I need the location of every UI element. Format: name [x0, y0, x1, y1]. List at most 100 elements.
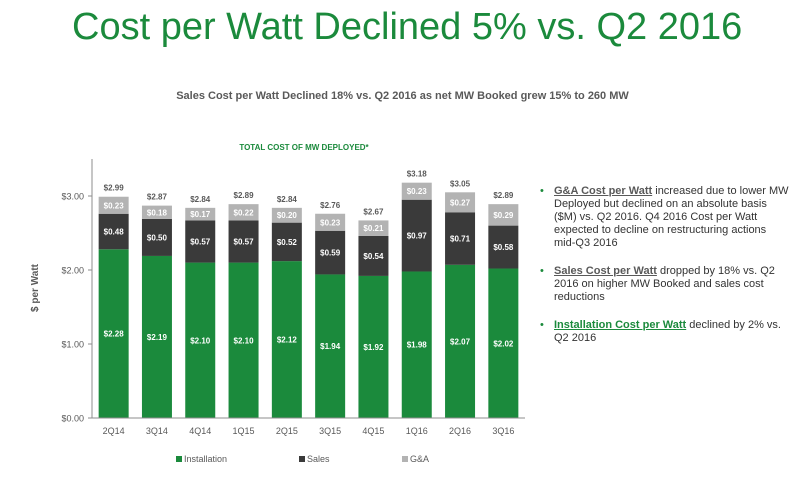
x-tick-label: 3Q14	[146, 426, 168, 436]
bar-segment-installation	[445, 264, 476, 418]
data-label: $0.18	[147, 208, 168, 217]
data-label: $0.97	[407, 232, 428, 241]
x-tick-label: 2Q14	[103, 426, 125, 436]
bar-segment-sales	[228, 220, 259, 263]
bar-segment-ga	[228, 204, 259, 221]
data-label: $0.27	[450, 198, 471, 207]
x-tick-label: 2Q16	[449, 426, 471, 436]
bullet-item: • G&A Cost per Watt increased due to lowe…	[540, 185, 790, 250]
data-label: $0.23	[104, 201, 125, 210]
data-label: $2.28	[104, 330, 125, 339]
y-tick-label: $2.00	[61, 266, 84, 276]
bullet-item: • Installation Cost per Watt declined by …	[540, 319, 790, 345]
x-tick-label: 3Q15	[319, 426, 341, 436]
legend-swatch	[176, 456, 182, 462]
data-label: $0.54	[363, 252, 384, 261]
total-label: $2.89	[493, 191, 514, 200]
bar-segment-ga	[141, 205, 172, 219]
data-label: $0.17	[190, 210, 211, 219]
bar-segment-installation	[401, 271, 432, 418]
legend-label: G&A	[410, 454, 429, 464]
bar-segment-ga	[358, 220, 389, 236]
legend-label: Installation	[184, 454, 227, 464]
data-label: $0.57	[190, 238, 211, 247]
bullet-item: • Sales Cost per Watt dropped by 18% vs. …	[540, 265, 790, 304]
x-tick-label: 2Q15	[276, 426, 298, 436]
data-label: $0.50	[147, 233, 168, 242]
total-label: $2.67	[363, 207, 384, 216]
bar-segment-installation	[488, 268, 519, 418]
bullet-dot-icon: •	[540, 319, 544, 331]
y-tick-label: $3.00	[61, 192, 84, 202]
bullet-lead: Installation Cost per Watt	[554, 319, 687, 331]
bar-segment-ga	[185, 207, 216, 221]
data-label: $2.07	[450, 337, 471, 346]
x-tick-label: 1Q15	[233, 426, 255, 436]
data-label: $0.29	[493, 211, 514, 220]
bar-segment-ga	[271, 207, 302, 223]
bar-segment-installation	[185, 262, 216, 418]
bar-segment-ga	[98, 196, 129, 214]
total-label: $3.05	[450, 179, 471, 188]
data-label: $0.23	[320, 218, 341, 227]
bullet-dot-icon: •	[540, 265, 544, 277]
data-label: $0.48	[104, 228, 125, 237]
bullet-lead: Sales Cost per Watt	[554, 265, 657, 277]
data-label: $0.22	[234, 208, 255, 217]
bar-segment-installation	[228, 262, 259, 418]
bar-segment-sales	[315, 230, 346, 275]
bar-segment-installation	[98, 249, 129, 418]
bar-segment-ga	[445, 192, 476, 213]
y-tick-label: $0.00	[61, 414, 84, 424]
bar-segment-sales	[98, 213, 129, 250]
total-label: $2.84	[277, 195, 298, 204]
data-label: $0.57	[234, 238, 255, 247]
total-label: $3.18	[407, 170, 428, 179]
bar-segment-ga	[488, 204, 519, 226]
bullet-lead: G&A Cost per Watt	[554, 185, 653, 197]
bar-segment-installation	[141, 255, 172, 418]
bar-segment-installation	[315, 274, 346, 418]
data-labels: $2.28 $0.48 $0.23 $2.99 $2.19 $0.50 $0.18 $2.87…	[104, 170, 514, 352]
data-label: $2.19	[147, 333, 168, 342]
bullet-text: declined by 2% vs. Q2 2016	[554, 319, 781, 344]
bar-segment-sales	[488, 225, 519, 269]
legend-swatch	[402, 456, 408, 462]
bar-segment-sales	[271, 222, 302, 262]
data-label: $2.12	[277, 336, 298, 345]
data-label: $0.20	[277, 211, 298, 220]
total-label: $2.76	[320, 201, 341, 210]
legend-label: Sales	[307, 454, 330, 464]
data-label: $0.58	[493, 243, 514, 252]
y-tick-label: $1.00	[61, 340, 84, 350]
total-label: $2.89	[234, 191, 255, 200]
bar-segment-sales	[358, 235, 389, 276]
data-label: $1.98	[407, 341, 428, 350]
legend: Installation Sales G&A	[176, 454, 429, 464]
bar-segment-sales	[141, 218, 172, 256]
bar-segment-sales	[185, 220, 216, 263]
legend-swatch	[299, 456, 305, 462]
bar-segment-sales	[401, 199, 432, 272]
commentary-list: • G&A Cost per Watt increased due to lowe…	[540, 185, 790, 360]
data-label: $2.10	[234, 336, 255, 345]
page-title: Cost per Watt Declined 5% vs. Q2 2016	[72, 6, 743, 48]
total-label: $2.87	[147, 193, 168, 202]
bar-segment-installation	[271, 261, 302, 418]
bar-segment-sales	[445, 212, 476, 265]
bar-segment-ga	[315, 213, 346, 231]
x-tick-label: 4Q14	[189, 426, 211, 436]
data-label: $2.02	[493, 339, 514, 348]
bars	[98, 182, 519, 418]
x-tick-label: 1Q16	[406, 426, 428, 436]
data-label: $1.94	[320, 342, 341, 351]
axes: $0.00 $1.00 $2.00 $3.00 2Q14 3Q14 4Q14 1Q15 2Q15…	[61, 159, 525, 436]
total-label: $2.99	[104, 184, 125, 193]
data-label: $2.10	[190, 336, 211, 345]
x-tick-label: 3Q16	[492, 426, 514, 436]
data-label: $0.21	[363, 224, 384, 233]
y-axis-label: $ per Watt	[30, 263, 41, 312]
bullet-text: increased due to lower MW Deployed but d…	[554, 185, 789, 249]
data-label: $0.23	[407, 187, 428, 196]
